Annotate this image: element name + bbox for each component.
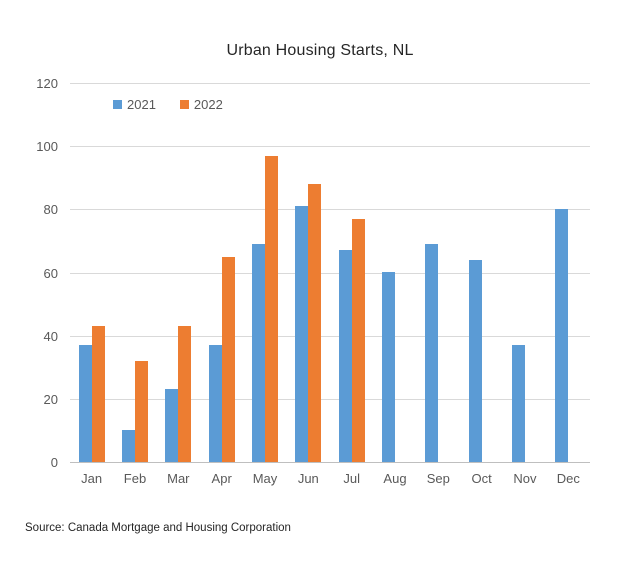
plot-area: 0 20 40 60 80 100 120 Jan Feb Mar Apr May Jun Jul Aug S… <box>36 76 590 486</box>
x-axis-tick-label: Mar <box>167 471 190 486</box>
y-axis-tick-label: 0 <box>50 455 58 470</box>
legend-swatch-2022-icon <box>179 100 189 109</box>
y-axis-tick-label: 120 <box>36 76 58 91</box>
x-axis-tick-label: Feb <box>123 471 147 486</box>
gridline <box>70 398 590 400</box>
bar-2021-jun <box>295 206 308 462</box>
y-axis-tick-label: 20 <box>43 391 58 407</box>
x-axis-tick-label: Nov <box>513 471 537 486</box>
bar-2021-oct <box>469 260 482 462</box>
x-axis-tick-label: Jan <box>81 471 103 486</box>
bar-2022-jun <box>308 184 321 462</box>
legend-item-2021: 2021 <box>113 97 156 112</box>
bar-2022-apr <box>222 257 235 462</box>
x-axis-tick-label: Jul <box>343 471 360 486</box>
source-note: Source: Canada Mortgage and Housing Corp… <box>25 522 291 534</box>
chart-title: Urban Housing Starts, NL <box>226 42 414 59</box>
gridline <box>70 83 590 84</box>
y-axis-tick-label: 80 <box>43 202 58 218</box>
bar-2021-mar <box>165 389 178 462</box>
gridline <box>70 146 590 148</box>
bar-2021-dec <box>555 209 568 462</box>
bar-2021-nov <box>512 345 525 462</box>
x-axis-tick-label: Sep <box>426 471 450 486</box>
bar-2022-mar <box>178 326 191 462</box>
bar-2022-feb <box>135 361 148 462</box>
y-axis-tick-label: 40 <box>43 328 58 344</box>
bar-2021-may <box>252 244 265 462</box>
bar-2021-apr <box>209 345 222 462</box>
legend-label-2022: 2022 <box>193 97 223 112</box>
bar-2021-aug <box>382 272 395 462</box>
bar-2021-jul <box>339 250 352 462</box>
legend-item-2022: 2022 <box>179 97 223 112</box>
bar-2022-jan <box>92 326 105 462</box>
bar-2022-jul <box>352 219 365 462</box>
x-axis-tick-label: Oct <box>471 471 492 486</box>
legend: 2021 2022 <box>113 97 223 112</box>
gridline <box>70 209 590 211</box>
bar-2021-sep <box>425 244 438 462</box>
x-axis-tick-label: May <box>252 471 278 486</box>
x-axis-tick-label: Apr <box>211 471 232 486</box>
x-axis-tick-label: Jun <box>297 471 319 486</box>
legend-label-2021: 2021 <box>127 97 156 112</box>
x-axis-tick-label: Aug <box>383 471 407 486</box>
gridline <box>70 272 590 274</box>
y-axis-tick-label: 60 <box>43 265 58 281</box>
bar-2021-feb <box>122 430 135 462</box>
gridline <box>70 335 590 337</box>
bar-2021-jan <box>79 345 92 462</box>
x-axis-tick-label: Dec <box>556 471 580 486</box>
legend-swatch-2021-icon <box>113 100 122 109</box>
bar-2022-may <box>265 156 278 462</box>
y-axis-tick-label: 100 <box>36 139 58 155</box>
x-axis-line <box>70 462 590 463</box>
